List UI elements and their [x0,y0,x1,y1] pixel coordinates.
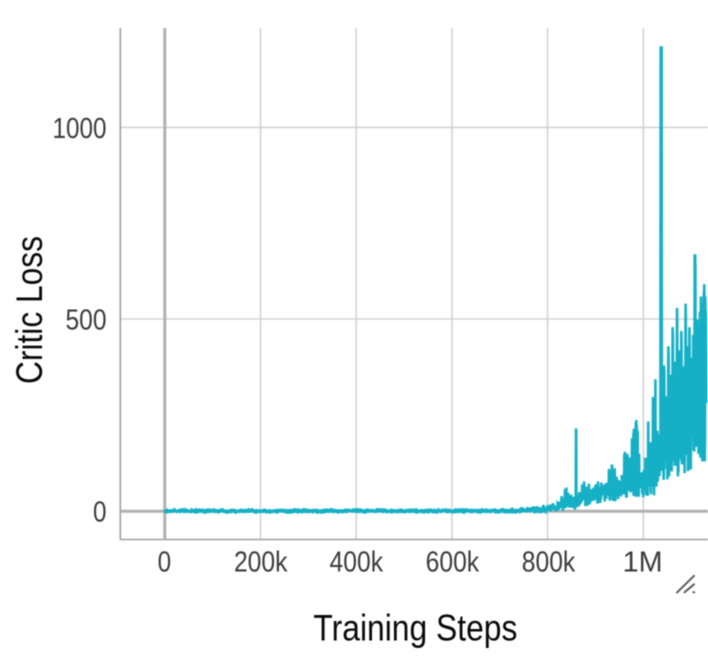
svg-text:1M: 1M [623,547,663,579]
svg-text:400k: 400k [330,547,384,579]
svg-text:Training Steps: Training Steps [313,607,517,648]
svg-text:200k: 200k [234,547,288,579]
svg-text:0: 0 [158,547,172,579]
svg-text:800k: 800k [522,547,576,579]
svg-text:1000: 1000 [53,113,107,145]
svg-text:600k: 600k [426,547,480,579]
svg-text:Critic Loss: Critic Loss [9,236,50,384]
svg-text:500: 500 [66,305,107,337]
svg-text:0: 0 [93,496,107,528]
